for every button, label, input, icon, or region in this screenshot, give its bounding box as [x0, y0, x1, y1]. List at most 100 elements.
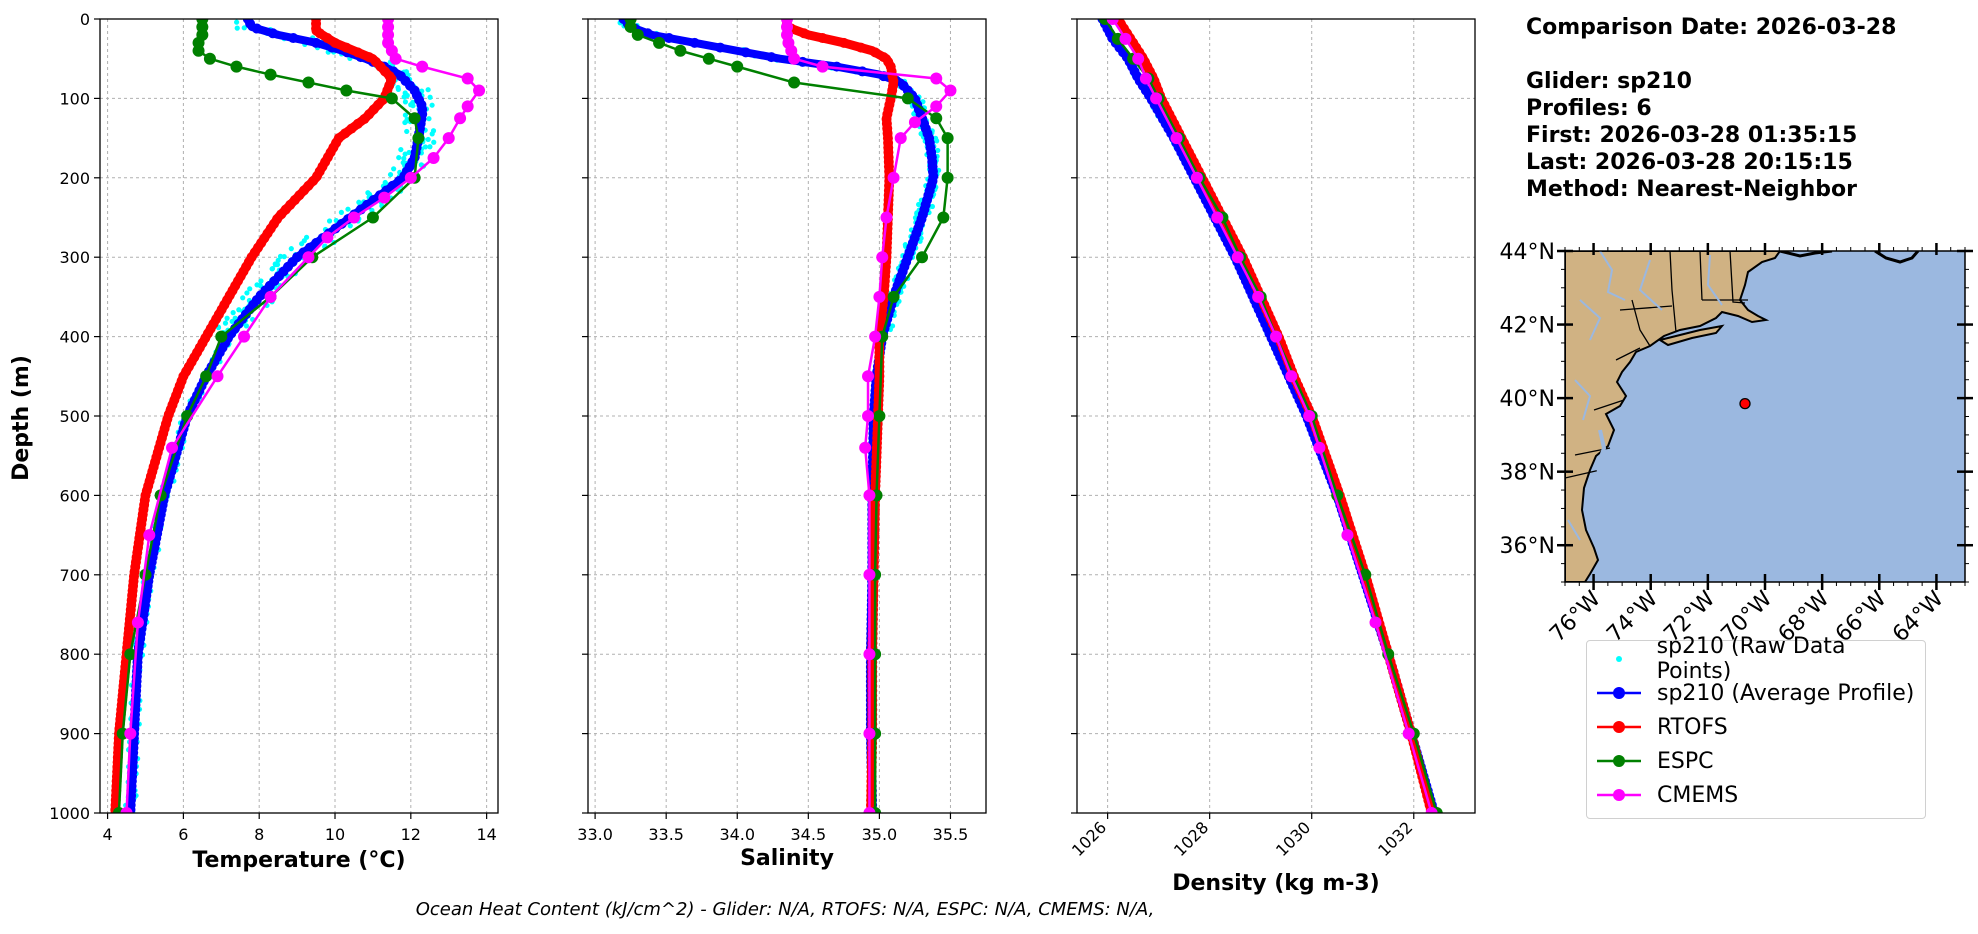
raw-data-point [396, 154, 402, 161]
raw-data-point [391, 166, 397, 172]
data-point-cmems [944, 84, 957, 97]
y-tick-label: 700 [59, 566, 90, 585]
lat-tick-label: 40°N [1500, 387, 1555, 412]
data-point-cmems [1425, 807, 1438, 813]
lat-tick-label: 42°N [1500, 314, 1555, 339]
legend-marker-raw [1616, 656, 1622, 662]
raw-data-point [402, 151, 408, 157]
raw-data-point [299, 241, 305, 247]
raw-data-point [236, 307, 242, 313]
data-point-cmems [1402, 727, 1415, 740]
legend-marker-cmems [1597, 789, 1641, 801]
data-point-rtofs [855, 42, 866, 53]
data-point-rtofs [817, 33, 828, 44]
raw-data-point [288, 246, 294, 252]
raw-data-point [277, 253, 284, 259]
y-tick-label: 100 [59, 89, 90, 108]
raw-data-point [398, 146, 404, 153]
data-point-espc [788, 76, 801, 89]
data-point-cmems [1132, 52, 1145, 65]
method: Method: Nearest-Neighbor [1526, 177, 1857, 202]
data-point-cmems [930, 72, 943, 85]
raw-data-point [229, 318, 235, 325]
raw-data-point [234, 25, 240, 31]
temperature-panel: 0 100 200 300 400 500 600 700 800 900 1000 4 6 8 10 12 1… [49, 10, 499, 873]
legend-label: CMEMS [1657, 782, 1739, 808]
data-point-cmems [124, 727, 137, 740]
raw-data-point [281, 254, 287, 260]
data-point-cmems [894, 132, 907, 145]
data-point-rtofs [314, 28, 325, 39]
raw-data-point [347, 223, 353, 229]
raw-data-point [427, 94, 433, 100]
raw-data-point [404, 128, 410, 135]
data-point-cmems [1341, 529, 1354, 542]
data-point-rtofs [799, 28, 810, 39]
x-tick-label: 8 [254, 825, 264, 844]
legend-item-glider: sp210 (Average Profile) [1595, 678, 1914, 708]
series-line-espc [629, 19, 949, 813]
raw-data-point [401, 94, 407, 100]
raw-data-point [427, 144, 433, 150]
raw-data-point [247, 286, 253, 292]
density-panel: 1026 1028 1030 1032 Density (kg m-3) [1068, 18, 1476, 896]
data-point-cmems [404, 171, 417, 184]
data-point-cmems [120, 807, 133, 813]
data-point-espc [941, 132, 954, 145]
data-point-cmems [863, 727, 876, 740]
legend-item-rtofs: RTOFS [1595, 712, 1728, 742]
salinity-panel: 33.0 33.5 34.0 34.5 35.0 35.5 Salinity [577, 18, 987, 871]
x-tick-label: 12 [401, 825, 421, 844]
data-point-cmems [321, 231, 334, 244]
first-time: First: 2026-03-28 01:35:15 [1526, 123, 1858, 148]
legend-item-espc: ESPC [1595, 746, 1714, 776]
x-tick-label: 6 [178, 825, 188, 844]
data-point-glider [766, 52, 777, 63]
raw-data-point [406, 149, 412, 156]
legend-marker-rtofs [1597, 721, 1641, 733]
data-point-espc [937, 211, 950, 224]
data-point-cmems [427, 151, 440, 164]
x-tick-label: 1028 [1170, 818, 1212, 860]
data-point-cmems [862, 410, 875, 422]
data-point-cmems [454, 112, 467, 125]
raw-data-point [408, 102, 414, 108]
data-point-cmems [816, 60, 829, 73]
raw-data-point [402, 112, 409, 118]
state-borders [1565, 251, 1748, 479]
data-point-cmems [1303, 410, 1316, 422]
data-point-espc [901, 92, 914, 105]
data-point-cmems [880, 211, 893, 224]
raw-data-point [402, 119, 408, 126]
data-point-espc [941, 171, 954, 184]
y-tick-label: 900 [59, 725, 90, 744]
raw-data-point [234, 19, 240, 25]
data-point-rtofs [322, 33, 333, 44]
y-tick-label: 1000 [49, 804, 90, 823]
data-point-espc [366, 211, 379, 224]
y-tick-label: 0 [80, 10, 90, 29]
data-point-rtofs [330, 37, 341, 48]
x-axis-label: Salinity [740, 846, 834, 871]
data-point-glider [740, 47, 751, 58]
data-point-cmems [873, 290, 886, 303]
data-point-espc [203, 52, 216, 65]
glider-name: Glider: sp210 [1526, 69, 1692, 94]
coast-north [1779, 251, 1833, 258]
x-tick-label: 33.0 [577, 825, 613, 844]
raw-data-point [431, 139, 437, 145]
data-point-cmems [238, 330, 251, 343]
raw-data-point [916, 201, 922, 208]
data-point-glider [689, 37, 700, 48]
data-point-glider [267, 28, 278, 39]
raw-data-point [244, 290, 250, 296]
x-tick-label: 35.5 [933, 825, 969, 844]
data-point-cmems [211, 370, 224, 383]
y-tick-label: 300 [59, 248, 90, 267]
ocean-heat-content-note: Ocean Heat Content (kJ/cm^2) - Glider: N… [415, 899, 1155, 920]
raw-data-point [338, 209, 344, 215]
y-tick-label: 200 [59, 169, 90, 188]
raw-data-point [345, 206, 351, 212]
raw-data-point [395, 86, 401, 92]
